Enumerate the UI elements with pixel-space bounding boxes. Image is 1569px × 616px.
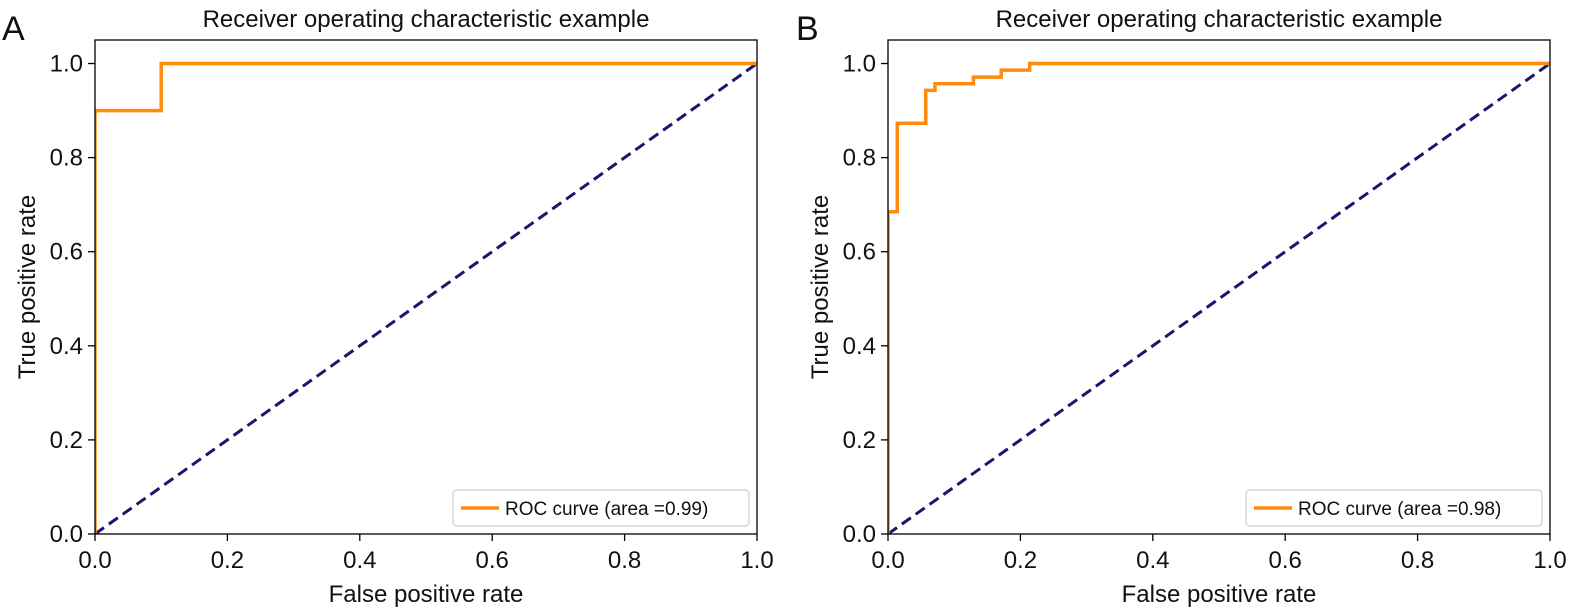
chart-a-y-tick-label: 0.2 (50, 427, 83, 454)
chart-a-x-tick-label: 0.4 (343, 547, 376, 574)
chart-b-y-axis-label: True positive rate (807, 195, 834, 380)
chart-a-x-axis-label: False positive rate (329, 581, 524, 608)
chart-b-y-tick-label: 0.6 (843, 239, 876, 266)
chart-a-x-tick-label: 0.8 (608, 547, 641, 574)
chart-b-x-tick-label: 0.8 (1401, 547, 1434, 574)
chart-b-chance-diagonal-line (888, 62, 1551, 534)
panel-b-label: B (796, 10, 819, 48)
chart-b-roc-curve-line (888, 61, 1550, 534)
chart-b-x-tick-label: 0.6 (1269, 547, 1302, 574)
chart-b-legend: ROC curve (area =0.98) (1245, 489, 1543, 527)
chart-b-y-tick-label: 0.4 (843, 333, 876, 360)
chart-a-legend-label: ROC curve (area =0.99) (505, 499, 708, 520)
chart-b: 0.0 0.2 0.4 0.6 0.8 1.0 0.0 0.2 0.4 0.6 0.8 1.0 Rece… (807, 6, 1567, 608)
chart-a-y-tick-label: 0.6 (50, 239, 83, 266)
chart-a-roc-curve-line (95, 61, 757, 534)
chart-a-legend-box (452, 489, 750, 527)
chart-b-x-axis-label: False positive rate (1122, 581, 1317, 608)
chart-a-x-tick-label: 1.0 (740, 547, 773, 574)
chart-a-title: Receiver operating characteristic exampl… (203, 6, 650, 33)
chart-a-legend: ROC curve (area =0.99) (452, 489, 750, 527)
chart-b-x-tick-label: 1.0 (1533, 547, 1566, 574)
chart-a-axes-frame (94, 39, 758, 535)
chart-a-y-axis-label: True positive rate (14, 195, 41, 380)
chart-a-chance-diagonal-line (95, 62, 758, 534)
chart-a-y-tick-label: 0.0 (50, 521, 83, 548)
chart-b-legend-label: ROC curve (area =0.98) (1298, 499, 1501, 520)
chart-b-y-tick-label: 1.0 (843, 51, 876, 78)
chart-b-legend-box (1245, 489, 1543, 527)
chart-a: 0.0 0.2 0.4 0.6 0.8 1.0 0.0 0.2 0.4 0.6 0.8 1.0 Rece… (14, 6, 774, 608)
chart-a-x-tick-label: 0.2 (211, 547, 244, 574)
chart-a-y-tick-label: 0.4 (50, 333, 83, 360)
chart-b-x-tick-label: 0.0 (871, 547, 904, 574)
chart-b-x-tick-label: 0.2 (1004, 547, 1037, 574)
chart-a-x-tick-label: 0.0 (78, 547, 111, 574)
chart-b-y-tick-label: 0.0 (843, 521, 876, 548)
chart-b-x-tick-label: 0.4 (1136, 547, 1169, 574)
chart-a-x-tick-label: 0.6 (476, 547, 509, 574)
chart-b-y-tick-label: 0.2 (843, 427, 876, 454)
chart-b-title: Receiver operating characteristic exampl… (996, 6, 1443, 33)
panel-b: B 0.0 0.2 0.4 0.6 0.8 1.0 0.0 0.2 0.4 0.6 0.8 1.0 Re… (796, 6, 1567, 608)
chart-a-y-tick-label: 0.8 (50, 145, 83, 172)
chart-a-y-tick-label: 1.0 (50, 51, 83, 78)
chart-b-y-tick-label: 0.8 (843, 145, 876, 172)
chart-b-plot-area (888, 61, 1551, 534)
chart-b-axes-frame (887, 39, 1551, 535)
chart-a-plot-area (95, 61, 758, 534)
panel-a: A 0.0 0.2 0.4 0.6 0.8 1.0 0.0 0.2 0.4 0.6 0.8 1.0 Re… (2, 6, 774, 608)
panel-a-label: A (2, 10, 25, 48)
